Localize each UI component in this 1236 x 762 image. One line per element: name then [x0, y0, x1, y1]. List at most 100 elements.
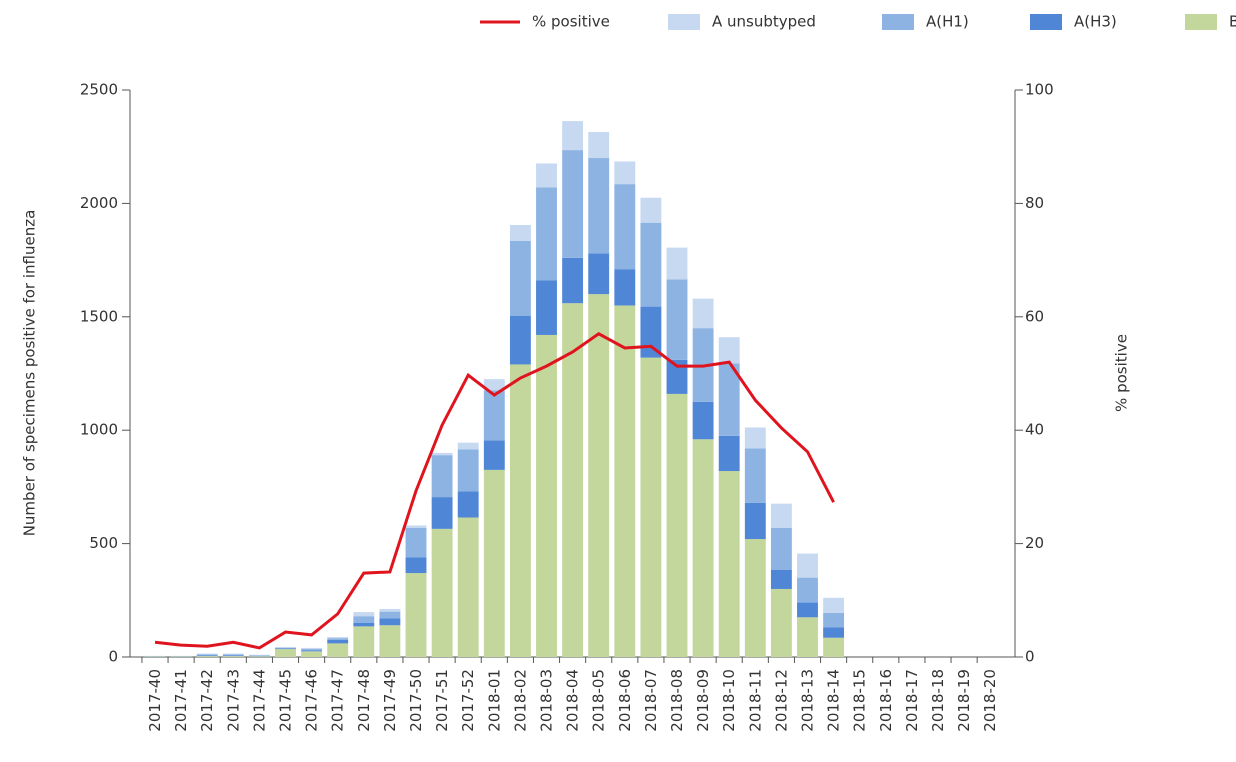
bar	[196, 655, 218, 657]
bar	[562, 150, 584, 258]
bar	[405, 527, 427, 558]
legend-label: % positive	[532, 13, 610, 31]
bar	[692, 298, 714, 329]
bar	[640, 306, 662, 358]
bar	[431, 528, 453, 657]
x-tick-label: 2018-19	[955, 669, 973, 732]
bar	[379, 611, 401, 619]
bar	[640, 357, 662, 657]
bar	[301, 650, 323, 652]
bar	[196, 654, 218, 656]
bar	[614, 161, 636, 185]
bar	[379, 608, 401, 612]
bar	[823, 597, 845, 613]
bar	[196, 656, 218, 657]
x-tick-label: 2017-40	[146, 669, 164, 732]
x-tick-label: 2017-52	[459, 669, 477, 732]
y2-tick-label: 0	[1025, 648, 1035, 666]
x-tick-label: 2018-12	[772, 669, 790, 732]
bar	[327, 643, 349, 657]
legend-label: A unsubtyped	[712, 13, 816, 31]
bar	[431, 452, 453, 456]
bar	[483, 440, 505, 470]
bar	[275, 647, 296, 648]
bar	[405, 557, 427, 574]
bar	[509, 240, 531, 316]
x-tick-label: 2018-18	[929, 669, 947, 732]
y2-tick-label: 60	[1025, 307, 1044, 325]
bar	[327, 639, 349, 644]
bar	[405, 525, 427, 528]
bar	[614, 269, 636, 306]
bar	[431, 455, 453, 498]
bar	[536, 280, 557, 335]
legend-label: B	[1229, 13, 1236, 31]
bar	[797, 617, 818, 657]
bar	[718, 337, 740, 364]
bar	[301, 647, 323, 650]
bar	[379, 618, 401, 626]
bar	[666, 279, 688, 360]
x-tick-label: 2017-44	[250, 669, 268, 732]
bar	[823, 627, 845, 638]
bar	[640, 197, 662, 223]
x-tick-label: 2018-02	[511, 669, 529, 732]
bar	[744, 448, 766, 503]
bar	[509, 315, 531, 365]
bar	[770, 503, 792, 528]
bar	[405, 573, 427, 657]
bar	[483, 469, 505, 657]
bar	[588, 158, 610, 254]
bar	[614, 305, 636, 657]
bar	[509, 364, 531, 657]
bar	[222, 653, 244, 655]
bar	[353, 626, 375, 657]
x-tick-label: 2017-43	[224, 669, 242, 732]
x-tick-label: 2017-45	[277, 669, 295, 732]
legend-label: A(H3)	[1074, 13, 1117, 31]
x-tick-label: 2018-08	[668, 669, 686, 732]
bar	[797, 577, 818, 603]
x-tick-label: 2018-07	[642, 669, 660, 732]
bar	[588, 294, 610, 657]
bar	[823, 637, 845, 657]
bar	[692, 401, 714, 440]
bar	[457, 517, 479, 657]
x-tick-label: 2017-46	[303, 669, 321, 732]
bar	[275, 647, 296, 649]
x-tick-label: 2018-03	[538, 669, 556, 732]
bar	[353, 612, 375, 617]
x-tick-label: 2018-17	[903, 669, 921, 732]
bar	[248, 656, 270, 657]
x-tick-label: 2018-06	[616, 669, 634, 732]
x-tick-label: 2018-15	[851, 669, 869, 732]
bar	[222, 656, 244, 657]
y2-tick-label: 40	[1025, 421, 1044, 439]
x-tick-label: 2018-05	[590, 669, 608, 732]
bar	[483, 379, 505, 391]
legend-swatch	[1030, 14, 1062, 30]
bar	[562, 121, 584, 151]
bar	[248, 655, 270, 656]
y2-tick-label: 80	[1025, 194, 1044, 212]
y-tick-label: 1500	[80, 307, 118, 325]
bar	[431, 497, 453, 529]
bar	[666, 247, 688, 280]
x-tick-label: 2018-16	[877, 669, 895, 732]
y2-tick-label: 100	[1025, 81, 1054, 99]
bar	[692, 439, 714, 657]
bar	[562, 257, 584, 304]
bar	[770, 527, 792, 570]
bar	[536, 334, 557, 657]
bar	[718, 363, 740, 436]
x-tick-label: 2018-20	[981, 669, 999, 732]
x-tick-label: 2018-04	[564, 669, 582, 732]
x-tick-label: 2018-14	[825, 669, 843, 732]
bar	[666, 393, 688, 657]
bar	[196, 653, 218, 655]
bar	[379, 625, 401, 657]
x-tick-label: 2018-01	[485, 669, 503, 732]
bar	[797, 602, 818, 618]
bar	[744, 539, 766, 657]
x-tick-label: 2017-50	[407, 669, 425, 732]
